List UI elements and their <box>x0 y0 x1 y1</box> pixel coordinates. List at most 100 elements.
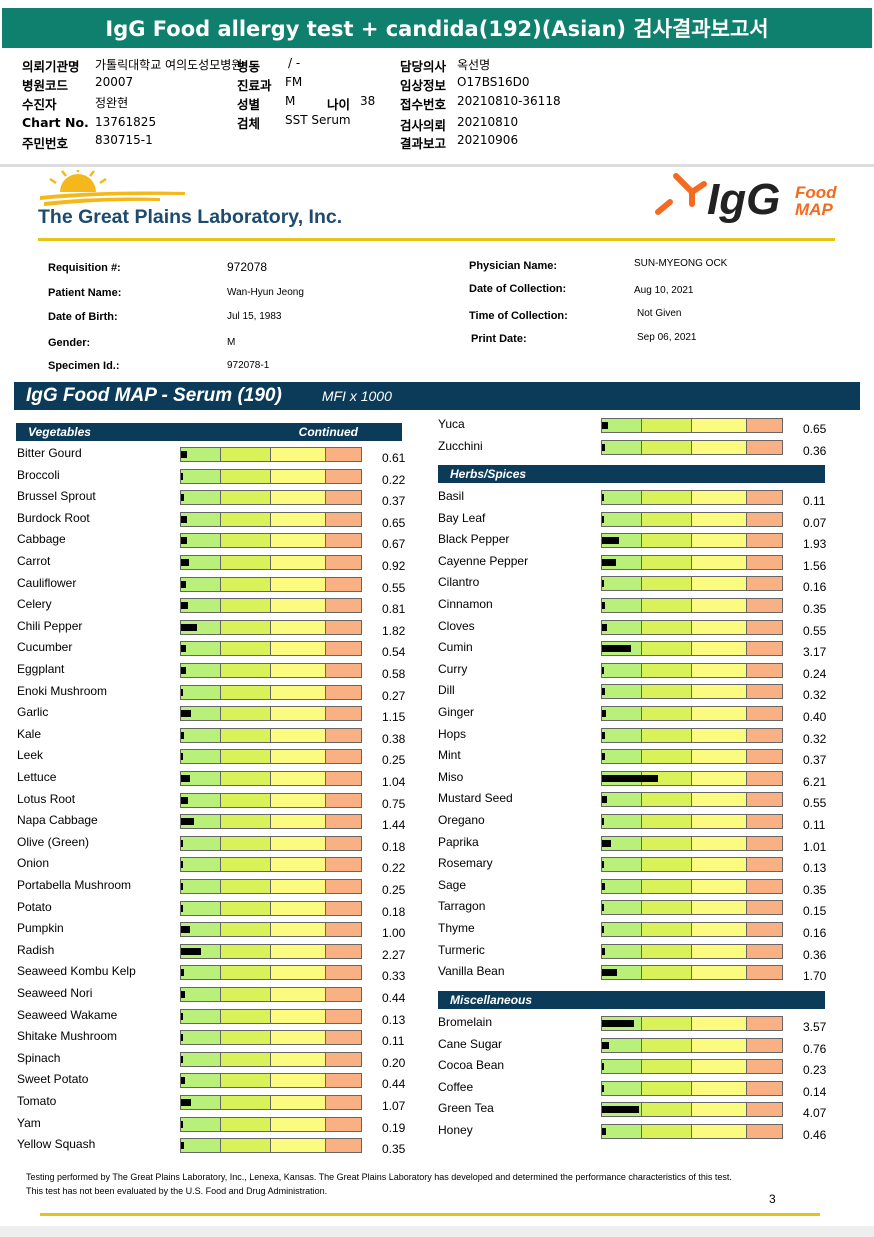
bar-zone-moderate <box>221 793 271 807</box>
reactivity-bar <box>180 1138 362 1154</box>
reactivity-bar <box>601 684 783 700</box>
bar-zone-elevated <box>271 620 326 634</box>
bar-zone-high <box>326 599 361 613</box>
bar-zone-high <box>747 534 782 548</box>
bar-zone-low <box>602 728 642 742</box>
bar-zone-moderate <box>221 944 271 958</box>
food-value: 1.93 <box>803 537 827 552</box>
header-field-value: 20210810-36118 <box>457 94 561 108</box>
food-name: Portabella Mushroom <box>17 878 132 892</box>
bar-zone-moderate <box>642 815 692 828</box>
reactivity-bar <box>180 663 362 678</box>
header-field-label: 나이 <box>327 97 351 112</box>
food-value: 0.14 <box>803 1084 827 1099</box>
bar-zone-low <box>181 793 221 807</box>
reactivity-bar-fill <box>181 753 184 761</box>
bar-zone-high <box>747 771 782 785</box>
patient-field-label: Print Date: <box>471 333 527 345</box>
bar-zone-elevated <box>271 1031 326 1045</box>
bar-zone-elevated <box>692 728 747 742</box>
bar-zone-moderate <box>221 685 271 699</box>
bar-zone-moderate <box>221 880 271 893</box>
reactivity-bar-fill <box>181 623 198 631</box>
bar-zone-elevated <box>271 512 326 526</box>
reactivity-bar <box>180 468 362 484</box>
food-value: 1.44 <box>382 818 406 833</box>
bar-zone-moderate <box>642 599 692 612</box>
reactivity-bar <box>601 598 783 613</box>
food-name: Cilantro <box>438 575 480 590</box>
patient-field-label: Date of Birth: <box>48 311 118 323</box>
bar-zone-elevated <box>271 1074 326 1088</box>
reactivity-bar-fill <box>181 1055 183 1063</box>
reactivity-bar <box>601 965 783 981</box>
report-title: IgG Food allergy test + candida(192)(Asi… <box>2 8 872 48</box>
food-value: 0.25 <box>382 753 406 768</box>
reactivity-bar <box>601 770 783 786</box>
gold-divider <box>38 238 835 241</box>
bar-zone-moderate <box>221 469 271 483</box>
bar-zone-moderate <box>221 836 271 850</box>
food-name: Yuca <box>438 417 465 431</box>
food-name: Potato <box>17 899 52 914</box>
bar-zone-low <box>602 793 642 807</box>
bar-zone-high <box>326 469 361 483</box>
bar-zone-elevated <box>271 815 326 829</box>
bar-zone-moderate <box>221 642 271 656</box>
bar-zone-elevated <box>271 1117 326 1131</box>
food-value: 6.21 <box>803 774 827 789</box>
food-name: Green Tea <box>438 1101 494 1116</box>
food-value: 0.32 <box>803 731 827 746</box>
reactivity-bar <box>180 987 362 1002</box>
food-value: 0.38 <box>382 731 406 746</box>
bar-zone-low <box>181 577 221 591</box>
reactivity-bar-fill <box>181 1142 185 1150</box>
reactivity-bar-fill <box>602 904 604 912</box>
food-value: 0.46 <box>803 1128 827 1142</box>
bar-zone-elevated <box>271 599 326 613</box>
food-value: 0.22 <box>382 472 406 487</box>
food-name: Enoki Mushroom <box>17 683 108 698</box>
reactivity-bar <box>601 1102 783 1118</box>
bar-zone-moderate <box>221 448 271 461</box>
food-value: 0.54 <box>382 645 406 660</box>
header-field-label: 진료과 <box>237 78 272 93</box>
bar-zone-elevated <box>271 577 326 591</box>
bar-zone-elevated <box>692 577 747 591</box>
reactivity-bar <box>180 857 362 873</box>
reactivity-bar-fill <box>602 818 604 825</box>
food-name: Shitake Mushroom <box>17 1029 118 1044</box>
bar-zone-moderate <box>221 577 271 591</box>
bar-zone-elevated <box>271 901 326 915</box>
bar-zone-moderate <box>642 879 692 893</box>
category-continued: Continued <box>298 425 358 439</box>
bar-zone-high <box>326 923 361 937</box>
food-value: 1.04 <box>382 775 406 789</box>
bar-zone-moderate <box>642 491 692 504</box>
bar-zone-high <box>747 1060 782 1074</box>
bar-zone-low <box>181 858 221 872</box>
food-name: Turmeric <box>438 942 485 957</box>
reactivity-bar <box>180 490 362 506</box>
reactivity-bar-fill <box>181 515 187 523</box>
bar-zone-elevated <box>271 858 326 872</box>
reactivity-bar-fill <box>181 602 189 610</box>
food-value: 0.16 <box>803 926 827 940</box>
food-name: Leek <box>17 748 44 763</box>
bar-zone-high <box>326 836 361 850</box>
patient-field-value: 972078 <box>227 260 268 274</box>
food-value: 0.81 <box>382 602 406 617</box>
bar-zone-elevated <box>271 944 326 958</box>
food-value: 0.55 <box>803 623 827 638</box>
reactivity-bar-fill <box>181 796 188 804</box>
bar-zone-elevated <box>692 419 747 432</box>
bar-zone-elevated <box>692 599 747 612</box>
food-value: 0.35 <box>803 882 827 897</box>
bar-zone-low <box>181 512 221 526</box>
bar-zone-moderate <box>642 836 692 850</box>
bar-zone-low <box>602 879 642 893</box>
bar-zone-elevated <box>271 534 326 548</box>
food-value: 0.58 <box>382 667 406 681</box>
food-value: 0.33 <box>382 969 406 984</box>
reactivity-bar-fill <box>181 1077 185 1085</box>
